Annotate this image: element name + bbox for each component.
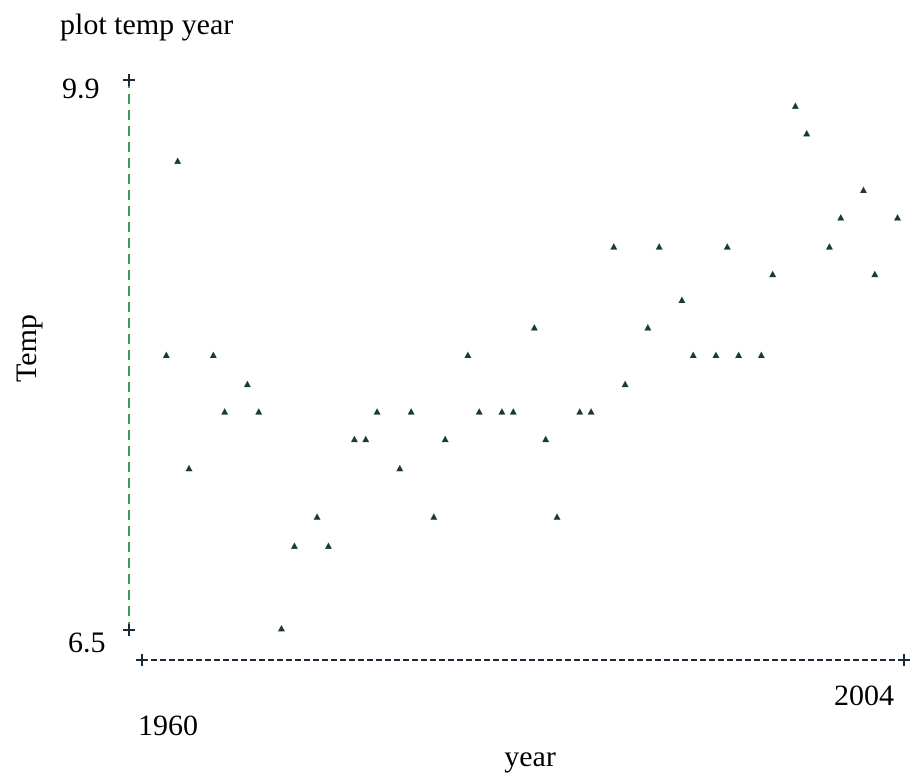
x-axis-tick-right bbox=[898, 654, 910, 666]
data-point-27 bbox=[587, 408, 595, 415]
data-point-3 bbox=[185, 464, 193, 472]
y-tick-label-min: 6.5 bbox=[68, 626, 106, 659]
y-tick-label-max: 9.9 bbox=[62, 72, 100, 105]
x-axis-tick-left bbox=[136, 654, 148, 666]
chart-title: plot temp year bbox=[60, 8, 233, 41]
data-point-40 bbox=[803, 129, 811, 137]
data-point-37 bbox=[757, 351, 765, 358]
data-point-33 bbox=[689, 351, 697, 358]
data-point-41 bbox=[825, 243, 833, 250]
data-point-11 bbox=[324, 542, 332, 549]
data-point-35 bbox=[723, 243, 731, 250]
data-point-30 bbox=[644, 324, 652, 331]
y-axis-tick-top bbox=[123, 74, 135, 86]
data-point-28 bbox=[610, 243, 618, 250]
data-point-20 bbox=[475, 408, 483, 415]
data-point-24 bbox=[542, 435, 550, 443]
data-point-13 bbox=[362, 435, 370, 443]
data-point-18 bbox=[441, 435, 449, 443]
data-point-36 bbox=[735, 351, 743, 358]
data-point-4 bbox=[209, 351, 217, 358]
data-point-31 bbox=[655, 243, 663, 250]
data-point-25 bbox=[553, 513, 561, 520]
data-point-42 bbox=[837, 214, 845, 221]
data-point-26 bbox=[576, 408, 584, 415]
x-axis-label: year bbox=[504, 740, 556, 773]
data-point-29 bbox=[621, 380, 629, 388]
x-tick-label-max: 2004 bbox=[834, 679, 894, 712]
data-points bbox=[162, 102, 902, 632]
data-point-23 bbox=[530, 324, 538, 331]
data-point-16 bbox=[407, 408, 415, 415]
y-axis-label: Temp bbox=[10, 314, 43, 382]
data-point-8 bbox=[277, 624, 285, 632]
data-point-14 bbox=[373, 408, 381, 415]
data-point-39 bbox=[791, 102, 799, 109]
data-point-1 bbox=[162, 351, 170, 358]
data-point-10 bbox=[313, 513, 321, 520]
data-point-2 bbox=[174, 157, 182, 164]
data-point-22 bbox=[509, 408, 517, 415]
data-point-17 bbox=[430, 513, 438, 520]
data-point-15 bbox=[396, 464, 404, 472]
data-point-38 bbox=[769, 270, 777, 278]
data-point-7 bbox=[255, 408, 263, 415]
data-point-34 bbox=[712, 351, 720, 358]
x-tick-label-min: 1960 bbox=[138, 709, 198, 742]
data-point-45 bbox=[894, 214, 902, 221]
data-point-21 bbox=[498, 408, 506, 415]
data-point-44 bbox=[871, 270, 879, 278]
data-point-5 bbox=[221, 408, 229, 415]
y-axis-tick-bottom bbox=[123, 624, 135, 636]
data-point-19 bbox=[464, 351, 472, 358]
data-point-6 bbox=[243, 380, 251, 388]
data-point-43 bbox=[859, 186, 867, 193]
data-point-32 bbox=[678, 296, 686, 303]
data-point-9 bbox=[290, 542, 298, 549]
data-point-12 bbox=[350, 435, 358, 443]
